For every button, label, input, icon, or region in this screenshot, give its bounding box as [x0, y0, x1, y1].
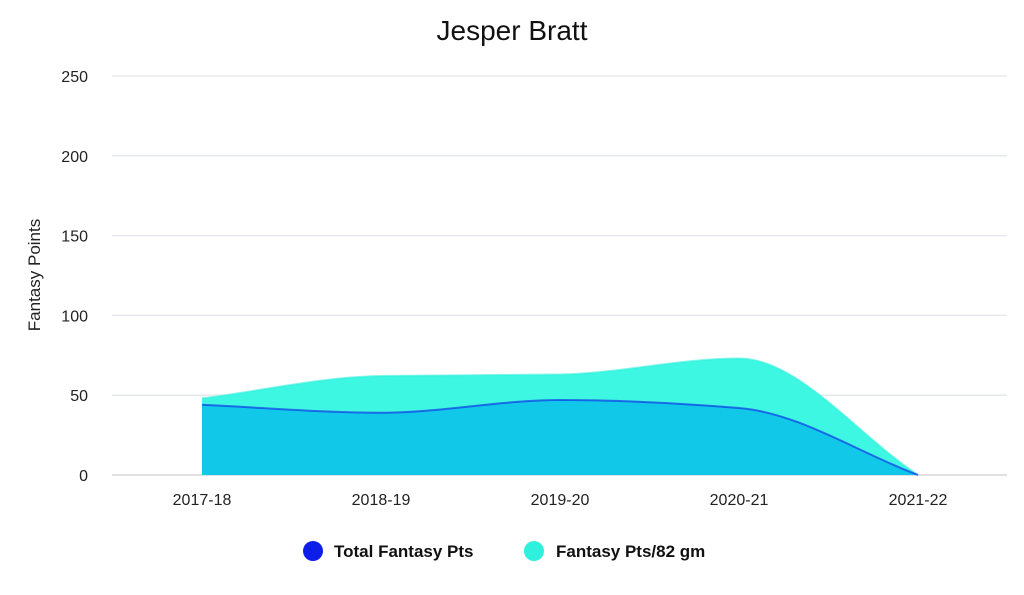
- y-axis-ticks: 0 50 100 150 200 250: [61, 69, 88, 485]
- legend-label[interactable]: Fantasy Pts/82 gm: [556, 542, 705, 561]
- legend-swatch: [524, 541, 544, 561]
- x-tick-label: 2021-22: [889, 492, 948, 509]
- y-axis-label: Fantasy Points: [25, 219, 44, 331]
- series-line: [201, 357, 919, 476]
- legend-swatch: [303, 541, 323, 561]
- y-tick-label: 100: [61, 308, 88, 325]
- y-tick-label: 250: [61, 69, 88, 86]
- x-tick-label: 2018-19: [352, 492, 411, 509]
- series-line: [201, 398, 919, 476]
- legend: Total Fantasy Pts Fantasy Pts/82 gm: [303, 541, 705, 561]
- x-tick-label: 2019-20: [531, 492, 590, 509]
- y-tick-label: 150: [61, 229, 88, 246]
- area-total-fantasy-pts: [202, 399, 918, 475]
- x-axis-ticks: 2017-18 2018-19 2019-20 2020-21 2021-22: [173, 492, 948, 509]
- x-tick-label: 2020-21: [710, 492, 769, 509]
- plot-area: [201, 357, 919, 476]
- legend-label[interactable]: Total Fantasy Pts: [334, 542, 474, 561]
- y-tick-label: 0: [79, 468, 88, 485]
- x-tick-label: 2017-18: [173, 492, 232, 509]
- chart-title: Jesper Bratt: [437, 15, 588, 46]
- y-tick-label: 50: [70, 388, 88, 405]
- y-tick-label: 200: [61, 149, 88, 166]
